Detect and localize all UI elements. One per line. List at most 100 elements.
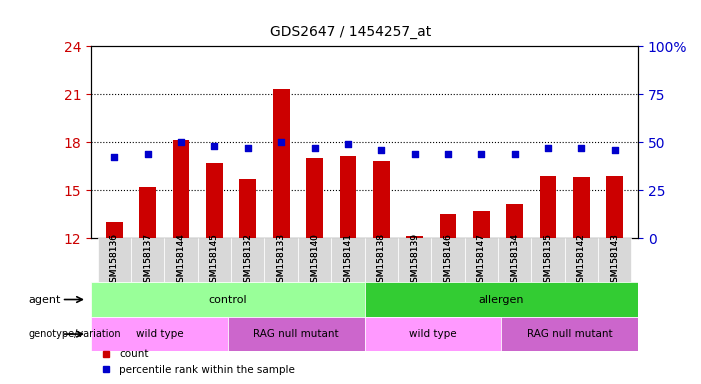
FancyBboxPatch shape	[165, 238, 198, 282]
Point	[475, 151, 486, 157]
Point	[409, 151, 420, 157]
Point	[309, 145, 320, 151]
Point	[543, 145, 554, 151]
Text: GSM158143: GSM158143	[610, 233, 619, 288]
Text: GSM158147: GSM158147	[477, 233, 486, 288]
Text: GSM158146: GSM158146	[443, 233, 452, 288]
Bar	[506, 204, 523, 238]
Bar	[91, 317, 228, 351]
Bar	[240, 179, 256, 238]
Text: GSM158142: GSM158142	[577, 233, 586, 288]
Text: genotype/variation: genotype/variation	[28, 329, 121, 339]
Text: agent: agent	[28, 295, 60, 305]
Point	[376, 147, 387, 153]
Bar	[91, 282, 365, 317]
FancyBboxPatch shape	[398, 238, 431, 282]
Bar	[339, 157, 356, 238]
Bar	[373, 161, 390, 238]
Text: GSM158133: GSM158133	[277, 233, 286, 288]
Text: GSM158139: GSM158139	[410, 233, 419, 288]
Text: GSM158143: GSM158143	[0, 383, 1, 384]
Point	[109, 154, 120, 161]
Legend: count, percentile rank within the sample: count, percentile rank within the sample	[96, 345, 299, 379]
Text: GSM158143: GSM158143	[0, 383, 1, 384]
Text: GSM158132: GSM158132	[243, 233, 252, 288]
FancyBboxPatch shape	[298, 238, 331, 282]
Text: GSM158133: GSM158133	[277, 233, 286, 288]
Bar	[365, 282, 638, 317]
Text: GSM158143: GSM158143	[0, 383, 1, 384]
FancyBboxPatch shape	[465, 238, 498, 282]
Bar	[606, 176, 623, 238]
Text: GSM158141: GSM158141	[343, 233, 353, 288]
Point	[275, 139, 287, 145]
Text: wild type: wild type	[136, 329, 183, 339]
Text: GSM158138: GSM158138	[376, 233, 386, 288]
Point	[243, 145, 254, 151]
FancyBboxPatch shape	[564, 238, 598, 282]
Bar	[139, 187, 156, 238]
Text: GSM158132: GSM158132	[243, 233, 252, 288]
Bar	[473, 211, 489, 238]
Text: GSM158143: GSM158143	[0, 383, 1, 384]
Point	[209, 143, 220, 149]
Text: GSM158135: GSM158135	[543, 233, 552, 288]
Text: GSM158137: GSM158137	[143, 233, 152, 288]
Bar	[206, 163, 223, 238]
Text: GSM158143: GSM158143	[0, 383, 1, 384]
FancyBboxPatch shape	[331, 238, 365, 282]
Bar	[573, 177, 590, 238]
FancyBboxPatch shape	[98, 238, 131, 282]
Text: GSM158143: GSM158143	[0, 383, 1, 384]
Text: GSM158143: GSM158143	[0, 383, 1, 384]
Text: GSM158145: GSM158145	[210, 233, 219, 288]
Text: GSM158143: GSM158143	[0, 383, 1, 384]
Text: GSM158143: GSM158143	[0, 383, 1, 384]
Text: GSM158140: GSM158140	[310, 233, 319, 288]
Bar	[365, 317, 501, 351]
Text: GSM158142: GSM158142	[577, 233, 586, 288]
Text: RAG null mutant: RAG null mutant	[253, 329, 339, 339]
FancyBboxPatch shape	[498, 238, 531, 282]
FancyBboxPatch shape	[131, 238, 165, 282]
Bar	[106, 222, 123, 238]
FancyBboxPatch shape	[365, 238, 398, 282]
Text: allergen: allergen	[479, 295, 524, 305]
Text: control: control	[208, 295, 247, 305]
Text: wild type: wild type	[409, 329, 456, 339]
Text: GSM158134: GSM158134	[510, 233, 519, 288]
Text: GSM158143: GSM158143	[0, 383, 1, 384]
Bar	[273, 89, 290, 238]
FancyBboxPatch shape	[231, 238, 264, 282]
Point	[609, 147, 620, 153]
Text: GSM158143: GSM158143	[0, 383, 1, 384]
Text: RAG null mutant: RAG null mutant	[526, 329, 613, 339]
FancyBboxPatch shape	[264, 238, 298, 282]
Text: GSM158135: GSM158135	[543, 233, 552, 288]
Text: GSM158144: GSM158144	[177, 233, 186, 288]
Text: GSM158134: GSM158134	[510, 233, 519, 288]
Text: GSM158136: GSM158136	[110, 233, 119, 288]
Text: GSM158145: GSM158145	[210, 233, 219, 288]
Bar	[228, 317, 365, 351]
Text: GSM158141: GSM158141	[343, 233, 353, 288]
Point	[342, 141, 353, 147]
Bar	[440, 214, 456, 238]
Point	[142, 151, 154, 157]
Text: GSM158143: GSM158143	[0, 383, 1, 384]
Text: GSM158139: GSM158139	[410, 233, 419, 288]
FancyBboxPatch shape	[598, 238, 631, 282]
Point	[509, 151, 520, 157]
Text: GSM158143: GSM158143	[0, 383, 1, 384]
Text: GSM158143: GSM158143	[0, 383, 1, 384]
Point	[442, 151, 454, 157]
FancyBboxPatch shape	[198, 238, 231, 282]
Text: GSM158143: GSM158143	[0, 383, 1, 384]
Point	[576, 145, 587, 151]
Bar	[501, 317, 638, 351]
Text: GSM158146: GSM158146	[443, 233, 452, 288]
FancyBboxPatch shape	[431, 238, 465, 282]
Point	[175, 139, 186, 145]
Text: GSM158143: GSM158143	[610, 233, 619, 288]
Text: GSM158143: GSM158143	[0, 383, 1, 384]
